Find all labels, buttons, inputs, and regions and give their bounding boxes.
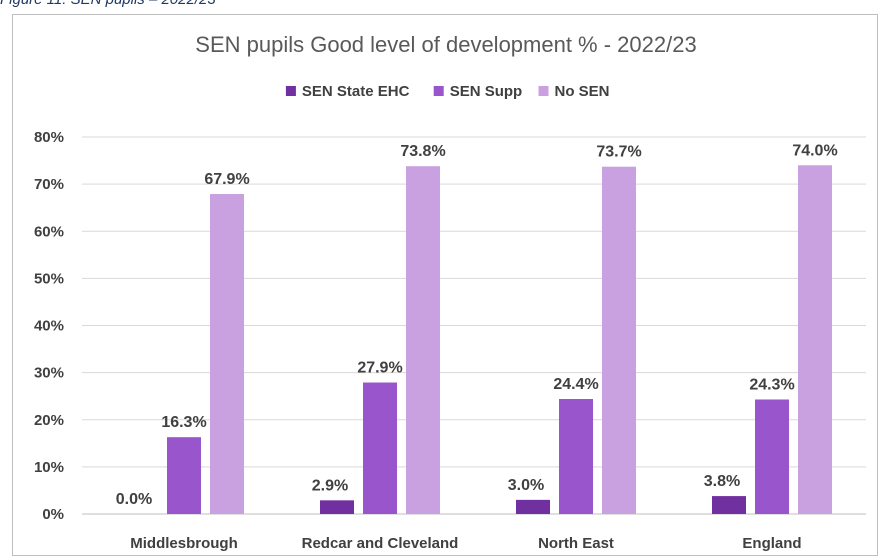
bars bbox=[167, 165, 832, 515]
data-label: 3.0% bbox=[508, 477, 544, 494]
x-category-label: Middlesbrough bbox=[130, 535, 238, 552]
legend-swatch bbox=[538, 86, 549, 96]
bar bbox=[798, 165, 832, 514]
legend: SEN State EHC SEN Supp No SEN bbox=[285, 83, 610, 100]
legend-swatch bbox=[285, 86, 296, 96]
data-label: 27.9% bbox=[357, 360, 402, 377]
y-tick-label: 60% bbox=[34, 223, 64, 240]
bar bbox=[559, 399, 593, 514]
x-category-label: Redcar and Cleveland bbox=[302, 535, 459, 552]
bar bbox=[210, 194, 244, 515]
data-label: 16.3% bbox=[161, 414, 206, 431]
data-label: 73.8% bbox=[400, 143, 445, 160]
bar bbox=[406, 166, 440, 514]
x-axis: Middlesbrough Redcar and Cleveland North E… bbox=[130, 535, 801, 552]
data-label: 3.8% bbox=[704, 473, 740, 490]
bar bbox=[320, 500, 354, 514]
y-tick-label: 50% bbox=[34, 270, 64, 287]
data-label: 0.0% bbox=[116, 491, 152, 508]
x-category-label: North East bbox=[538, 535, 614, 552]
y-tick-label: 20% bbox=[34, 412, 64, 429]
bar bbox=[602, 166, 636, 514]
bar bbox=[516, 499, 550, 514]
chart-title: SEN pupils Good level of development % -… bbox=[195, 32, 696, 57]
legend-label: SEN Supp bbox=[450, 83, 523, 100]
y-tick-label: 10% bbox=[34, 459, 64, 476]
legend-swatch bbox=[433, 86, 444, 96]
legend-label: No SEN bbox=[555, 83, 610, 100]
y-tick-label: 80% bbox=[34, 129, 64, 146]
data-label: 24.3% bbox=[749, 376, 794, 393]
bar bbox=[755, 399, 789, 514]
legend-label: SEN State EHC bbox=[302, 83, 410, 100]
x-category-label: England bbox=[742, 535, 801, 552]
y-tick-label: 0% bbox=[42, 506, 64, 523]
data-label: 2.9% bbox=[312, 477, 348, 494]
y-tick-label: 70% bbox=[34, 176, 64, 193]
data-label: 73.7% bbox=[596, 144, 641, 161]
data-label: 24.4% bbox=[553, 376, 598, 393]
chart-frame bbox=[12, 14, 878, 556]
figure-caption: Figure 11: SEN pupils – 2022/23 bbox=[0, 0, 216, 8]
y-tick-label: 40% bbox=[34, 318, 64, 335]
bar bbox=[712, 496, 746, 514]
bar bbox=[363, 382, 397, 514]
y-tick-label: 30% bbox=[34, 365, 64, 382]
data-label: 67.9% bbox=[204, 171, 249, 188]
bar bbox=[167, 437, 201, 514]
data-label: 74.0% bbox=[792, 142, 837, 159]
y-axis: 0% 10% 20% 30% 40% 50% 60% 70% 80% bbox=[34, 129, 64, 523]
data-labels: 0.0% 16.3% 67.9% 2.9% 27.9% 73.8% 3.0% 24.4% 73.… bbox=[116, 142, 838, 508]
